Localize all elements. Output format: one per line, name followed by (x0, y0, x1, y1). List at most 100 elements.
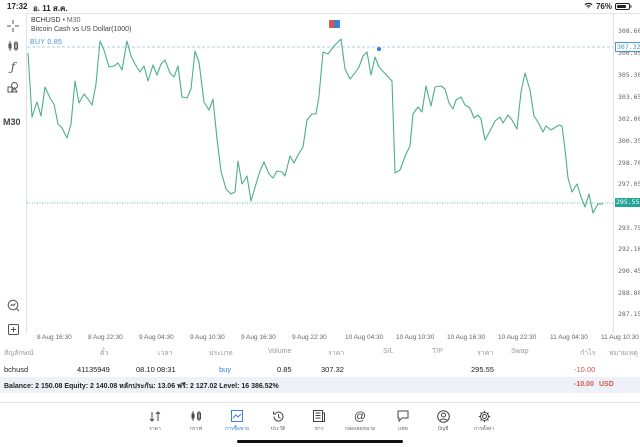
y-tick: 298.70 (618, 159, 640, 167)
positions-table: สัญลักษณ์ ตั๋ว เวลา ประเภท Volume ราคา S… (0, 344, 640, 393)
tab-settings[interactable]: การตั้งค่า (464, 408, 504, 433)
time-axis[interactable]: 8 Aug 16:30 8 Aug 22:30 9 Aug 04:30 9 Au… (26, 333, 639, 344)
chat-icon (383, 408, 423, 424)
zoom-chart-icon[interactable] (4, 297, 22, 313)
y-tick: 300.35 (618, 137, 640, 145)
cell-volume: 0.85 (277, 365, 292, 374)
y-tick: 303.65 (618, 93, 640, 101)
news-icon (299, 408, 339, 424)
y-tick: 293.75 (618, 224, 640, 232)
y-tick: 287.15 (618, 310, 640, 318)
tab-chat[interactable]: แชท (383, 408, 423, 433)
col-price[interactable]: ราคา (477, 350, 494, 357)
col-profit[interactable]: กำไร (580, 350, 596, 357)
x-tick: 9 Aug 04:30 (139, 334, 174, 341)
tab-chart[interactable]: กราฟ (176, 408, 216, 433)
y-tick: 292.10 (618, 245, 640, 253)
col-symbol[interactable]: สัญลักษณ์ (4, 350, 34, 357)
entry-marker (377, 47, 381, 51)
timeframe-button[interactable]: M30 (3, 117, 21, 127)
col-tp[interactable]: T/P (432, 348, 443, 355)
y-tick: 297.05 (618, 180, 640, 188)
one-click-trading-icon[interactable] (329, 20, 340, 28)
buy-position-label[interactable]: BUY 0.85 (30, 39, 63, 46)
tab-trade[interactable]: การซื้อขาย (217, 408, 257, 433)
col-volume[interactable]: Volume (268, 348, 292, 355)
tab-news[interactable]: ข่าว (299, 408, 339, 433)
history-clock-icon (258, 408, 298, 424)
status-date: อ. 11 ส.ค. (33, 4, 68, 13)
cell-time: 08.10 08:31 (136, 365, 176, 374)
battery-icon (615, 3, 632, 10)
col-time[interactable]: เวลา (158, 350, 173, 357)
col-ticket[interactable]: ตั๋ว (100, 350, 109, 357)
status-time: 17:32 (7, 2, 28, 11)
y-tick: 305.30 (618, 71, 640, 79)
y-tick: 290.45 (618, 267, 640, 275)
symbol-separator: • (62, 17, 65, 24)
tab-mailbox[interactable]: @ กล่องจดหมาย (340, 408, 380, 433)
x-tick: 10 Aug 04:30 (345, 334, 384, 341)
account-icon (423, 408, 463, 424)
new-order-icon[interactable] (4, 321, 22, 337)
col-comment[interactable]: หมายเหตุ (609, 350, 638, 357)
chart-candles-icon (176, 408, 216, 424)
symbol-timeframe: M30 (66, 17, 81, 24)
price-line-plot (27, 38, 613, 214)
tab-history[interactable]: ประวัติ (258, 408, 298, 433)
home-indicator[interactable] (237, 440, 403, 443)
status-right: 76% (584, 2, 632, 11)
col-swap[interactable]: Swap (511, 348, 529, 355)
cell-price: 295.55 (471, 365, 494, 374)
col-open-price[interactable]: ราคา (328, 350, 345, 357)
quotes-arrows-icon (135, 408, 175, 424)
tab-account[interactable]: บัญชี (423, 408, 463, 433)
symbol-name[interactable]: BCHUSD (31, 17, 61, 24)
x-tick: 9 Aug 10:30 (190, 334, 225, 341)
col-type[interactable]: ประเภท (209, 350, 233, 357)
x-tick: 10 Aug 16:30 (447, 334, 486, 341)
table-header: สัญลักษณ์ ตั๋ว เวลา ประเภท Volume ราคา S… (0, 344, 640, 361)
y-tick: 306.95 (618, 49, 640, 57)
price-chart[interactable]: BCHUSD • M30 Bitcoin Cash vs US Dollar(1… (26, 13, 640, 334)
candlestick-icon[interactable] (4, 38, 22, 54)
x-tick: 10 Aug 10:30 (396, 334, 435, 341)
chart-symbol-info: BCHUSD • M30 Bitcoin Cash vs US Dollar(1… (31, 16, 131, 34)
mailbox-at-icon: @ (353, 409, 367, 423)
battery-percent: 76% (595, 2, 612, 11)
function-icon[interactable]: ƒ (10, 60, 16, 74)
y-tick: 308.60 (618, 27, 640, 35)
left-toolbar: ƒ M30 (0, 13, 26, 340)
x-tick: 8 Aug 22:30 (88, 334, 123, 341)
cell-type: buy (219, 365, 232, 374)
cell-ticket: 41135949 (77, 365, 110, 374)
y-tick: 302.00 (618, 115, 640, 123)
trade-chart-icon (217, 408, 257, 424)
objects-icon[interactable] (4, 79, 22, 95)
x-tick: 10 Aug 22:30 (498, 334, 537, 341)
x-tick: 9 Aug 16:30 (241, 334, 276, 341)
x-tick: 11 Aug 04:30 (550, 334, 588, 341)
status-bar: 17:32 อ. 11 ส.ค. 76% (0, 0, 640, 13)
bottom-tab-bar: ราคา กราฟ การซื้อขาย ประวัติ ข่าว @ กล่อ… (0, 402, 640, 447)
y-tick: 288.80 (618, 289, 640, 297)
cell-symbol: bchusd (4, 365, 29, 374)
account-summary-row: Balance: 2 150.08 Equity: 2 140.08 หลักป… (0, 377, 640, 393)
table-row[interactable]: bchusd 41135949 08.10 08:31 buy 0.85 307… (0, 361, 640, 377)
account-summary: Balance: 2 150.08 Equity: 2 140.08 หลักป… (4, 383, 279, 390)
crosshair-icon[interactable] (4, 18, 22, 34)
x-tick: 11 Aug 10:30 (601, 334, 639, 341)
price-line (27, 38, 603, 214)
cell-profit: -10.00 (574, 365, 596, 374)
total-profit: -10.00 (574, 381, 594, 388)
cell-open-price: 307.32 (321, 365, 344, 374)
price-axis[interactable]: 308.60 306.95 305.30 303.65 302.00 300.3… (613, 14, 640, 334)
settings-gear-icon (464, 408, 504, 424)
col-sl[interactable]: S/L (383, 348, 394, 355)
tab-quotes[interactable]: ราคา (135, 408, 175, 433)
total-currency: USD (599, 381, 614, 388)
buy-price-tag: 307.32 (615, 42, 640, 52)
x-tick: 9 Aug 22:30 (292, 334, 327, 341)
x-tick: 8 Aug 16:30 (37, 334, 72, 341)
wifi-icon (584, 2, 593, 11)
